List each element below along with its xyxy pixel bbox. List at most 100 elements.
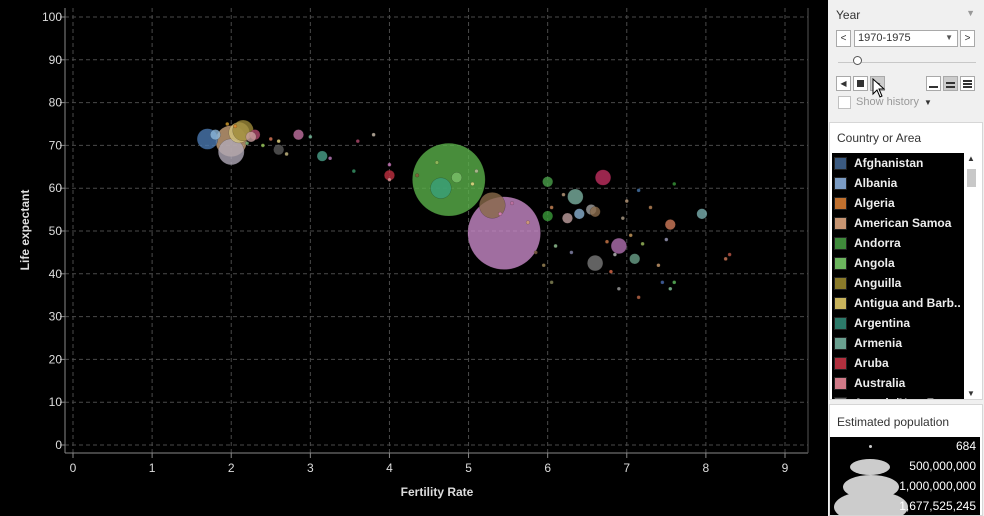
stop-button[interactable] bbox=[853, 76, 868, 91]
stop-icon bbox=[857, 80, 864, 87]
size-marker bbox=[869, 445, 872, 448]
data-point bbox=[587, 255, 604, 272]
year-slider-thumb[interactable] bbox=[853, 56, 863, 65]
data-point bbox=[498, 211, 503, 216]
legend-item[interactable]: Argentina bbox=[832, 313, 964, 333]
speed-medium-button[interactable] bbox=[943, 76, 958, 91]
speed-slow-icon bbox=[929, 86, 938, 88]
size-legend-card: Estimated population 684 500,000,000 1,0… bbox=[829, 404, 983, 516]
speed-medium-icon bbox=[946, 82, 955, 84]
data-point bbox=[561, 192, 566, 197]
x-tick-label: 4 bbox=[386, 461, 393, 475]
year-dropdown[interactable]: 1970-1975 ▼ bbox=[854, 30, 958, 47]
prev-year-button[interactable]: < bbox=[836, 30, 851, 47]
size-label: 684 bbox=[955, 439, 976, 453]
data-point bbox=[371, 132, 376, 137]
data-point bbox=[284, 151, 289, 157]
legend-label: Albania bbox=[854, 176, 898, 190]
legend-item[interactable]: Afghanistan bbox=[832, 153, 964, 173]
legend-swatch bbox=[834, 177, 847, 190]
y-tick-label: 90 bbox=[49, 53, 63, 67]
size-row: 1,677,525,245 bbox=[830, 491, 980, 515]
mouse-cursor-icon bbox=[872, 78, 886, 98]
size-label: 1,000,000,000 bbox=[899, 479, 976, 493]
y-tick-label: 70 bbox=[49, 138, 63, 152]
legend-swatch bbox=[834, 397, 847, 399]
data-point bbox=[696, 208, 708, 220]
data-point bbox=[656, 263, 661, 268]
data-point bbox=[553, 243, 558, 249]
legend-swatch bbox=[834, 337, 847, 350]
data-point bbox=[569, 250, 574, 255]
data-point bbox=[387, 177, 392, 182]
y-tick-label: 60 bbox=[49, 181, 63, 195]
data-point bbox=[430, 177, 452, 199]
legend-item[interactable]: Albania bbox=[832, 173, 964, 193]
x-tick-label: 3 bbox=[307, 461, 314, 475]
data-point bbox=[672, 280, 677, 285]
legend-item[interactable]: Antigua and Barb.. bbox=[832, 293, 964, 313]
data-point bbox=[628, 233, 633, 238]
legend-swatch bbox=[834, 237, 847, 250]
data-point bbox=[308, 134, 313, 139]
legend-item[interactable]: Australia bbox=[832, 373, 964, 393]
scrollbar-thumb[interactable] bbox=[967, 169, 976, 187]
show-history-dropdown-icon[interactable]: ▼ bbox=[924, 98, 932, 107]
legend-item[interactable]: Armenia bbox=[832, 333, 964, 353]
data-point bbox=[648, 205, 653, 210]
legend-item[interactable]: Algeria bbox=[832, 193, 964, 213]
data-point bbox=[451, 172, 463, 183]
legend-label: Angola bbox=[854, 256, 895, 270]
legend-scrollbar[interactable]: ▲ ▼ bbox=[964, 153, 978, 399]
show-history-checkbox[interactable] bbox=[838, 96, 851, 109]
data-point bbox=[412, 142, 486, 217]
data-point bbox=[434, 160, 439, 165]
data-point bbox=[561, 212, 573, 224]
legend-swatch bbox=[834, 157, 847, 170]
data-point bbox=[567, 188, 584, 205]
legend-item[interactable]: Andorra bbox=[832, 233, 964, 253]
data-point bbox=[608, 269, 614, 274]
legend-label: American Samoa bbox=[854, 216, 952, 230]
year-dropdown-value: 1970-1975 bbox=[858, 32, 911, 44]
scroll-up-icon[interactable]: ▲ bbox=[967, 154, 975, 163]
legend-swatch bbox=[834, 317, 847, 330]
legend-swatch bbox=[834, 257, 847, 270]
legend-item[interactable]: Angola bbox=[832, 253, 964, 273]
data-point bbox=[479, 192, 506, 219]
data-point bbox=[604, 239, 610, 244]
speed-slow-button[interactable] bbox=[926, 76, 941, 91]
year-slider-track[interactable] bbox=[838, 62, 976, 63]
data-point bbox=[610, 237, 627, 255]
play-back-button[interactable]: ◀ bbox=[836, 76, 851, 91]
legend-label: Australia bbox=[854, 376, 906, 390]
country-legend-list[interactable]: Afghanistan Albania Algeria American Samoa A… bbox=[832, 153, 964, 399]
data-point bbox=[233, 124, 238, 129]
x-tick-label: 0 bbox=[70, 461, 77, 475]
size-legend-title: Estimated population bbox=[837, 415, 950, 429]
size-marker bbox=[850, 459, 890, 475]
data-point bbox=[541, 263, 546, 268]
show-history-label[interactable]: Show history bbox=[856, 96, 919, 108]
y-tick-label: 30 bbox=[49, 310, 63, 324]
legend-item[interactable]: Aruba bbox=[832, 353, 964, 373]
legend-item[interactable]: American Samoa bbox=[832, 213, 964, 233]
legend-label: Afghanistan bbox=[854, 156, 924, 170]
x-tick-label: 8 bbox=[703, 461, 710, 475]
filter-menu-icon[interactable]: ▼ bbox=[966, 8, 975, 18]
scroll-down-icon[interactable]: ▼ bbox=[967, 389, 975, 398]
y-tick-label: 100 bbox=[42, 10, 62, 24]
next-year-button[interactable]: > bbox=[960, 30, 975, 47]
legend-label: Andorra bbox=[854, 236, 901, 250]
data-point bbox=[316, 150, 328, 162]
x-axis-label: Fertility Rate bbox=[401, 485, 474, 499]
size-legend-rows: 684 500,000,000 1,000,000,000 1,677,525,… bbox=[830, 437, 980, 515]
speed-fast-button[interactable] bbox=[960, 76, 975, 91]
legend-item[interactable]: Austria/New Z.. bbox=[832, 393, 964, 399]
speed-fast-icon bbox=[963, 80, 972, 82]
legend-item[interactable]: Anguilla bbox=[832, 273, 964, 293]
x-tick-label: 5 bbox=[465, 461, 472, 475]
data-point bbox=[573, 208, 585, 220]
